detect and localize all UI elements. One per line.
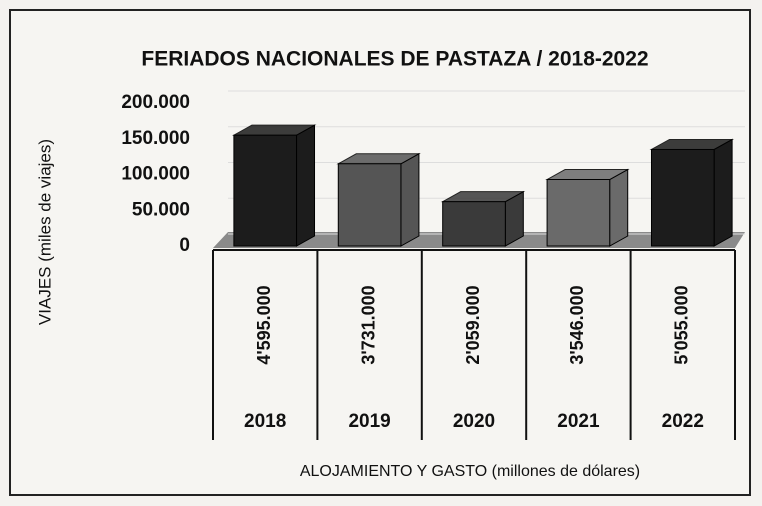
table-value: 4'595.000 xyxy=(254,285,274,364)
bar-face xyxy=(400,152,420,247)
bar xyxy=(440,190,526,247)
y-tick-label: 200.000 xyxy=(121,92,190,113)
bar xyxy=(231,124,317,247)
bar-face xyxy=(296,124,316,247)
bar-face xyxy=(233,134,298,247)
table-value: 5'055.000 xyxy=(672,285,692,364)
table-value: 2'059.000 xyxy=(463,285,483,364)
y-axis-label: VIAJES (miles de viajes) xyxy=(35,139,54,325)
bar xyxy=(336,152,421,247)
y-tick-label: 0 xyxy=(179,235,190,256)
bar-face xyxy=(609,168,629,247)
chart-title: FERIADOS NACIONALES DE PASTAZA / 2018-20… xyxy=(141,48,648,71)
bar-face xyxy=(650,148,715,247)
bar-face xyxy=(713,138,733,247)
x-axis-label: ALOJAMIENTO Y GASTO (millones de dólares… xyxy=(300,463,640,480)
bar xyxy=(545,168,630,247)
x-tick-label: 2022 xyxy=(662,411,704,432)
x-tick-label: 2020 xyxy=(453,411,495,432)
y-tick-label: 50.000 xyxy=(132,199,190,220)
x-tick-label: 2021 xyxy=(557,411,600,432)
y-tick-label: 150.000 xyxy=(121,128,190,149)
x-tick-label: 2019 xyxy=(348,411,390,432)
table-value: 3'546.000 xyxy=(567,285,587,364)
bar-face xyxy=(442,201,506,247)
bar-face xyxy=(337,163,402,247)
bar xyxy=(649,138,735,247)
y-tick-label: 100.000 xyxy=(121,164,190,185)
x-tick-label: 2018 xyxy=(244,411,286,432)
table-value: 3'731.000 xyxy=(358,285,378,364)
bar-face xyxy=(546,179,611,247)
